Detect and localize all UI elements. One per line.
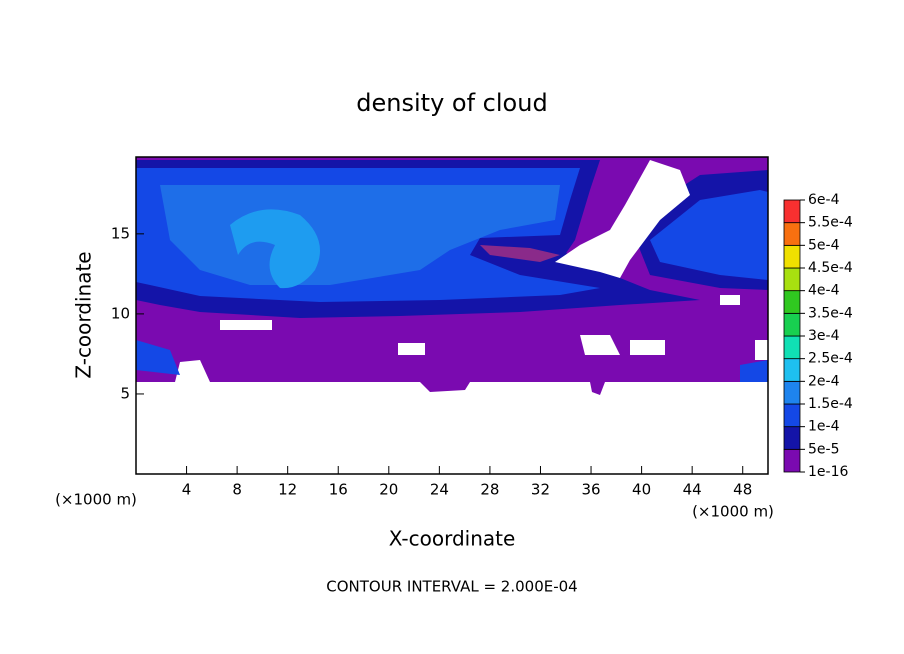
x-tick-label: 28 <box>480 481 499 499</box>
colorbar-label: 3.5e-4 <box>808 305 853 321</box>
chart-title: density of cloud <box>356 89 547 117</box>
x-axis-title: X-coordinate <box>389 527 516 551</box>
colorbar-label: 4.5e-4 <box>808 260 853 276</box>
colorbar-label: 1e-4 <box>808 419 840 435</box>
colorbar-box <box>783 426 801 450</box>
footer: CONTOUR INTERVAL = 2.000E-04 <box>326 578 577 596</box>
colorbar-label: 5.5e-4 <box>808 215 853 231</box>
colorbar-label: 6e-4 <box>808 192 840 208</box>
x-tick-label: 12 <box>278 481 297 499</box>
colorbar-box <box>783 380 801 405</box>
x-tick-label: 20 <box>379 481 398 499</box>
x-tick-label: 4 <box>182 481 192 499</box>
colorbar-box <box>783 335 801 360</box>
colorbar-box <box>783 199 801 224</box>
x-tick-label: 44 <box>683 481 702 499</box>
colorbar-box <box>783 312 801 337</box>
x-tick-label: 32 <box>531 481 550 499</box>
x-tick-label: 24 <box>430 481 449 499</box>
colorbar-box <box>783 267 801 292</box>
x-tick-label: 40 <box>632 481 651 499</box>
colorbar-box <box>783 222 801 246</box>
colorbar-box <box>783 403 801 428</box>
colorbar-label: 3e-4 <box>808 328 840 344</box>
y-unit: (×1000 m) <box>55 491 137 509</box>
colorbar-label: 2.5e-4 <box>808 351 853 367</box>
colorbar-box <box>783 448 801 473</box>
x-tick-label: 48 <box>733 481 752 499</box>
colorbar-box <box>783 290 801 314</box>
x-tick-label: 16 <box>329 481 348 499</box>
colorbar-label: 4e-4 <box>808 283 840 299</box>
colorbar-label: 1.5e-4 <box>808 396 853 412</box>
y-axis-title: Z-coordinate <box>72 251 96 378</box>
y-tick-label: 5 <box>120 384 130 402</box>
contour-field <box>136 157 768 474</box>
plot-frame <box>135 156 769 475</box>
y-tick-label: 15 <box>111 224 130 242</box>
x-unit: (×1000 m) <box>692 503 774 521</box>
colorbar-label: 5e-5 <box>808 441 839 457</box>
colorbar-box <box>783 244 801 269</box>
colorbar-label: 5e-4 <box>808 237 840 253</box>
y-tick-label: 10 <box>111 304 130 322</box>
colorbar-box <box>783 358 801 382</box>
x-tick-label: 8 <box>232 481 242 499</box>
colorbar-label: 2e-4 <box>808 373 840 389</box>
x-tick-label: 36 <box>581 481 600 499</box>
colorbar-label: 1e-16 <box>808 464 848 480</box>
